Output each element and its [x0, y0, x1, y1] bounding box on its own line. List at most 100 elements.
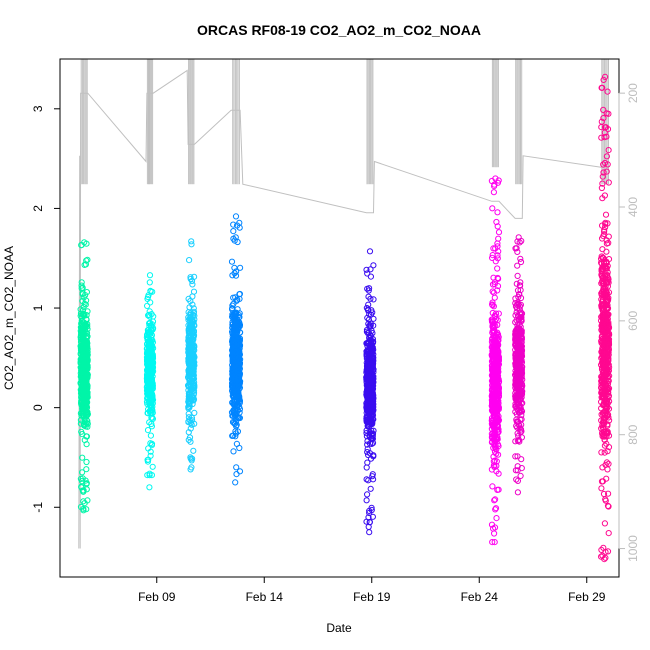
- data-point: [494, 265, 501, 272]
- data-point: [514, 248, 521, 255]
- data-point: [83, 416, 90, 424]
- data-point: [191, 347, 198, 354]
- data-point: [144, 295, 151, 302]
- data-point: [147, 440, 154, 447]
- data-point: [84, 399, 91, 406]
- data-point: [78, 242, 85, 249]
- data-point: [146, 484, 153, 491]
- data-point: [149, 373, 156, 380]
- data-point: [490, 444, 497, 452]
- data-point: [80, 409, 88, 417]
- data-point: [368, 506, 375, 514]
- data-point: [495, 275, 502, 282]
- data-point: [512, 351, 519, 358]
- data-point: [144, 456, 151, 464]
- data-point: [187, 298, 194, 305]
- data-point: [512, 438, 519, 445]
- data-point: [236, 344, 243, 351]
- data-point: [515, 400, 523, 407]
- data-point: [84, 423, 91, 430]
- data-point: [514, 272, 521, 279]
- data-point: [515, 377, 522, 384]
- data-point: [369, 433, 376, 440]
- data-point: [513, 405, 521, 412]
- data-point: [237, 264, 244, 271]
- data-point: [83, 458, 90, 466]
- data-point: [517, 294, 525, 302]
- data-point: [147, 452, 154, 459]
- data-point: [144, 334, 151, 341]
- data-point: [370, 296, 377, 303]
- data-point: [188, 414, 195, 421]
- data-point: [368, 427, 375, 434]
- data-point: [494, 434, 501, 441]
- chart-title: ORCAS RF08-19 CO2_AO2_m_CO2_NOAA: [197, 22, 481, 38]
- data-point: [605, 296, 612, 303]
- data-point: [514, 396, 521, 403]
- data-point: [491, 408, 498, 415]
- data-point: [602, 429, 609, 436]
- data-point: [495, 360, 502, 367]
- data-point: [490, 387, 497, 394]
- data-point: [77, 417, 85, 424]
- data-point: [190, 447, 197, 454]
- data-point: [370, 357, 377, 364]
- data-point: [367, 362, 374, 369]
- data-point: [236, 379, 243, 386]
- data-point: [494, 404, 501, 411]
- data-point: [187, 455, 194, 462]
- data-point: [518, 343, 525, 350]
- data-point: [363, 464, 370, 471]
- data-point: [363, 497, 370, 504]
- data-point: [600, 416, 607, 423]
- data-point: [365, 287, 372, 294]
- data-point: [494, 399, 501, 406]
- data-point: [82, 382, 89, 389]
- data-point: [145, 312, 152, 319]
- data-point: [230, 221, 237, 228]
- data-point: [599, 419, 607, 426]
- data-point: [77, 410, 85, 417]
- data-point: [518, 336, 526, 343]
- data-point: [599, 84, 606, 91]
- data-point: [230, 448, 237, 455]
- data-point: [489, 319, 496, 326]
- data-point: [144, 427, 152, 434]
- x-tick-label: Feb 14: [246, 590, 284, 604]
- data-point: [146, 308, 153, 315]
- data-point: [231, 237, 238, 244]
- data-point: [367, 322, 374, 329]
- data-point: [605, 147, 612, 154]
- data-point: [79, 353, 86, 360]
- data-point: [603, 168, 610, 175]
- data-point: [488, 425, 495, 433]
- series-rf10: [185, 238, 198, 473]
- data-point: [605, 349, 612, 356]
- data-point: [186, 368, 193, 375]
- data-point: [236, 468, 244, 475]
- series-rf13: [488, 175, 503, 546]
- data-point: [233, 464, 240, 471]
- data-point: [82, 301, 89, 308]
- data-point: [229, 314, 236, 321]
- data-point: [603, 272, 611, 279]
- data-point: [494, 341, 501, 348]
- y2-axis: 200 400 600 800 1000: [618, 83, 640, 562]
- data-point: [234, 222, 241, 229]
- data-point: [144, 410, 151, 417]
- data-point: [367, 295, 374, 302]
- data-point: [494, 356, 501, 363]
- data-point: [364, 449, 371, 456]
- data-point: [190, 362, 198, 369]
- data-point: [363, 266, 370, 273]
- data-point: [493, 218, 500, 226]
- data-point: [234, 238, 241, 246]
- data-point: [83, 257, 90, 264]
- data-point: [148, 414, 155, 421]
- data-point: [233, 349, 240, 356]
- series-rf11: [228, 213, 244, 486]
- data-point: [599, 321, 606, 328]
- data-point: [368, 338, 375, 345]
- data-point: [605, 294, 612, 301]
- data-point: [83, 433, 90, 440]
